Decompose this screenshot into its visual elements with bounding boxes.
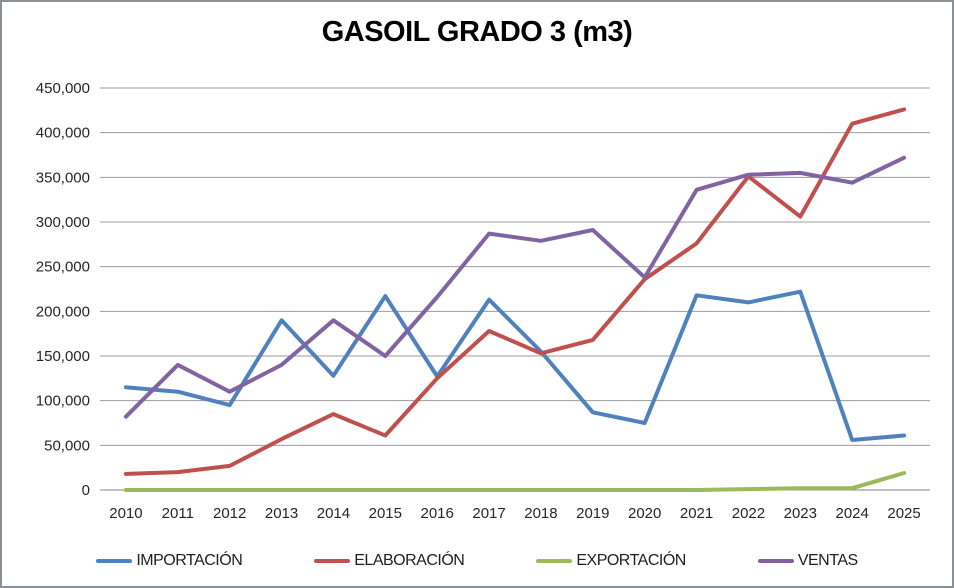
y-axis-label-100000: 100,000 xyxy=(36,393,90,410)
x-axis-label-2013: 2013 xyxy=(265,505,298,522)
x-axis-label-2019: 2019 xyxy=(576,505,609,522)
exportacion-line xyxy=(123,471,907,492)
x-axis-label-2018: 2018 xyxy=(524,505,557,522)
importacion-line xyxy=(123,289,907,442)
legend-item-importacion: IMPORTACIÓN xyxy=(96,552,243,570)
legend-item-ventas: VENTAS xyxy=(757,552,858,570)
y-axis-label-50000: 50,000 xyxy=(44,437,90,454)
chart-title: GASOIL GRADO 3 (m3) xyxy=(321,16,633,48)
x-axis-label-2020: 2020 xyxy=(628,505,661,522)
x-axis-label-2017: 2017 xyxy=(472,505,505,522)
x-axis-label-2021: 2021 xyxy=(680,505,713,522)
x-axis-label-2016: 2016 xyxy=(421,505,454,522)
elaboracion-line xyxy=(123,107,907,476)
elaboracion-legend-label: ELABORACIÓN xyxy=(354,552,465,569)
y-axis-label-0: 0 xyxy=(82,482,90,499)
x-axis-label-2025: 2025 xyxy=(887,505,920,522)
ventas-legend-swatch xyxy=(757,559,794,563)
exportacion-legend-label: EXPORTACIÓN xyxy=(576,552,686,569)
exportacion-legend-swatch xyxy=(536,559,573,563)
y-axis-label-200000: 200,000 xyxy=(36,303,90,320)
importacion-legend-label: IMPORTACIÓN xyxy=(136,552,243,569)
x-axis-label-2022: 2022 xyxy=(732,505,765,522)
x-axis-label-2011: 2011 xyxy=(162,505,194,522)
y-axis-label-250000: 250,000 xyxy=(36,259,90,276)
x-axis-label-2014: 2014 xyxy=(317,505,350,522)
x-axis-label-2023: 2023 xyxy=(784,505,817,522)
importacion-legend-swatch xyxy=(96,559,133,563)
y-axis-label-350000: 350,000 xyxy=(36,169,90,186)
y-axis-label-450000: 450,000 xyxy=(36,80,90,97)
x-axis-label-2012: 2012 xyxy=(213,505,246,522)
chart-legend: IMPORTACIÓN ELABORACIÓN EXPORTACIÓN VENTAS xyxy=(2,552,952,570)
y-axis-label-300000: 300,000 xyxy=(36,214,90,231)
y-axis-label-150000: 150,000 xyxy=(36,348,90,365)
x-axis-label-2024: 2024 xyxy=(836,505,869,522)
legend-item-elaboracion: ELABORACIÓN xyxy=(314,552,465,570)
elaboracion-legend-swatch xyxy=(314,559,351,563)
x-axis-label-2015: 2015 xyxy=(369,505,402,522)
ventas-line xyxy=(123,155,907,419)
y-axis-label-400000: 400,000 xyxy=(36,125,90,142)
ventas-legend-label: VENTAS xyxy=(797,552,858,569)
x-axis-label-2010: 2010 xyxy=(109,505,142,522)
legend-item-exportacion: EXPORTACIÓN xyxy=(536,552,686,570)
